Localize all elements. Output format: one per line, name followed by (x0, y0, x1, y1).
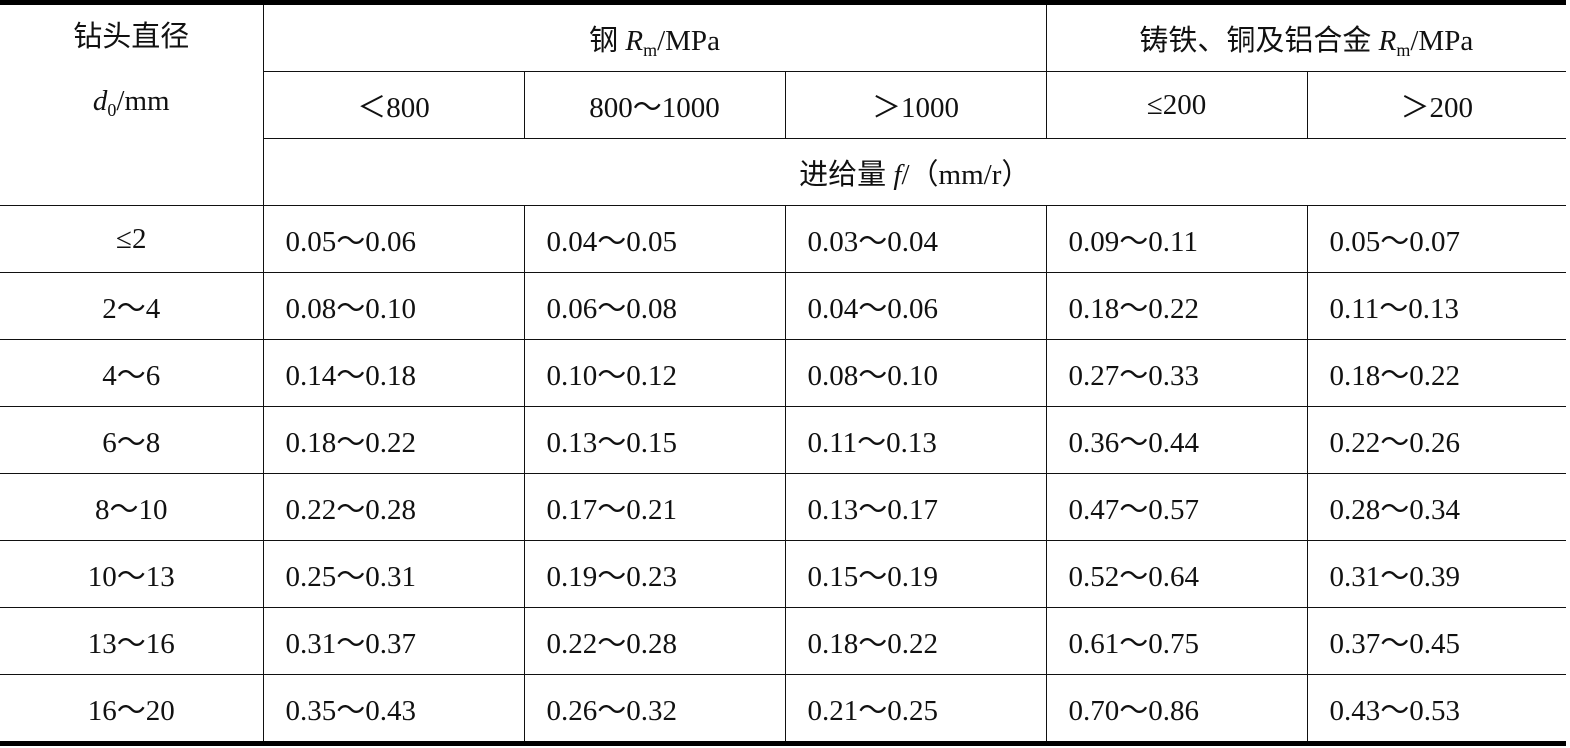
feed-cell: 0.06～0.08 (523, 272, 786, 340)
table-row: 4～6 0.14～0.18 0.10～0.12 0.08～0.10 0.27～0… (0, 339, 1567, 407)
feed-cell: 0.08～0.10 (784, 339, 1047, 407)
table-row: ≤2 0.05～0.06 0.04～0.05 0.03～0.04 0.09～0.… (0, 205, 1567, 273)
diameter-cell: 6～8 (0, 406, 264, 474)
feed-cell: 0.08～0.10 (262, 272, 525, 340)
diameter-cell: ≤2 (0, 205, 264, 273)
feed-cell: 0.05～0.07 (1306, 205, 1567, 273)
feed-cell: 0.31～0.39 (1306, 540, 1567, 608)
feed-cell: 0.18～0.22 (262, 406, 525, 474)
feed-cell: 0.70～0.86 (1045, 674, 1308, 746)
feed-cell: 0.22～0.28 (262, 473, 525, 541)
feed-cell: 0.19～0.23 (523, 540, 786, 608)
feed-cell: 0.28～0.34 (1306, 473, 1567, 541)
feed-cell: 0.18～0.22 (1045, 272, 1308, 340)
feed-cell: 0.04～0.05 (523, 205, 786, 273)
feed-cell: 0.17～0.21 (523, 473, 786, 541)
strength-range-header: ＜800 (262, 71, 525, 139)
feed-cell: 0.52～0.64 (1045, 540, 1308, 608)
feed-cell: 0.10～0.12 (523, 339, 786, 407)
table-row: 8～10 0.22～0.28 0.17～0.21 0.13～0.17 0.47～… (0, 473, 1567, 541)
feed-cell: 0.11～0.13 (784, 406, 1047, 474)
feed-cell: 0.47～0.57 (1045, 473, 1308, 541)
feed-cell: 0.37～0.45 (1306, 607, 1567, 675)
feed-cell: 0.43～0.53 (1306, 674, 1567, 746)
feed-cell: 0.35～0.43 (262, 674, 525, 746)
steel-header: 钢 Rm/MPa (262, 0, 1047, 72)
feed-cell: 0.61～0.75 (1045, 607, 1308, 675)
feed-cell: 0.31～0.37 (262, 607, 525, 675)
feed-cell: 0.22～0.26 (1306, 406, 1567, 474)
table-row: 6～8 0.18～0.22 0.13～0.15 0.11～0.13 0.36～0… (0, 406, 1567, 474)
feed-cell: 0.21～0.25 (784, 674, 1047, 746)
feed-cell: 0.26～0.32 (523, 674, 786, 746)
diameter-cell: 13～16 (0, 607, 264, 675)
header-row-feed: 进给量 f/（mm/r） (0, 138, 1567, 206)
feed-cell: 0.13～0.15 (523, 406, 786, 474)
header-row-material: 钻头直径 d0/mm 钢 Rm/MPa 铸铁、铜及铝合金 Rm/MPa (0, 0, 1567, 206)
feed-cell: 0.27～0.33 (1045, 339, 1308, 407)
feed-cell: 0.18～0.22 (1306, 339, 1567, 407)
feed-cell: 0.25～0.31 (262, 540, 525, 608)
strength-range-header: 800～1000 (523, 71, 786, 139)
feed-cell: 0.15～0.19 (784, 540, 1047, 608)
diameter-header-unit: d0/mm (92, 85, 170, 120)
strength-range-header: ＞200 (1306, 71, 1567, 139)
strength-range-header: ≤200 (1045, 71, 1308, 139)
feed-cell: 0.04～0.06 (784, 272, 1047, 340)
feed-cell: 0.22～0.28 (523, 607, 786, 675)
feed-cell: 0.14～0.18 (262, 339, 525, 407)
diameter-cell: 16～20 (0, 674, 264, 746)
feed-cell: 0.09～0.11 (1045, 205, 1308, 273)
feed-rate-header: 进给量 f/（mm/r） (262, 138, 1567, 206)
diameter-cell: 8～10 (0, 473, 264, 541)
diameter-cell: 4～6 (0, 339, 264, 407)
feed-cell: 0.05～0.06 (262, 205, 525, 273)
table-row: 13～16 0.31～0.37 0.22～0.28 0.18～0.22 0.61… (0, 607, 1567, 675)
strength-range-header: ＞1000 (784, 71, 1047, 139)
feed-cell: 0.13～0.17 (784, 473, 1047, 541)
cast-iron-copper-aluminum-header: 铸铁、铜及铝合金 Rm/MPa (1045, 0, 1567, 72)
table-row: 16～20 0.35～0.43 0.26～0.32 0.21～0.25 0.70… (0, 674, 1567, 746)
diameter-header: 钻头直径 d0/mm (0, 0, 264, 206)
diameter-header-label: 钻头直径 (73, 21, 190, 53)
feed-cell: 0.03～0.04 (784, 205, 1047, 273)
table-row: 2～4 0.08～0.10 0.06～0.08 0.04～0.06 0.18～0… (0, 272, 1567, 340)
feed-cell: 0.18～0.22 (784, 607, 1047, 675)
feed-cell: 0.11～0.13 (1306, 272, 1567, 340)
feed-cell: 0.36～0.44 (1045, 406, 1308, 474)
diameter-cell: 2～4 (0, 272, 264, 340)
diameter-cell: 10～13 (0, 540, 264, 608)
table-row: 10～13 0.25～0.31 0.19～0.23 0.15～0.19 0.52… (0, 540, 1567, 608)
